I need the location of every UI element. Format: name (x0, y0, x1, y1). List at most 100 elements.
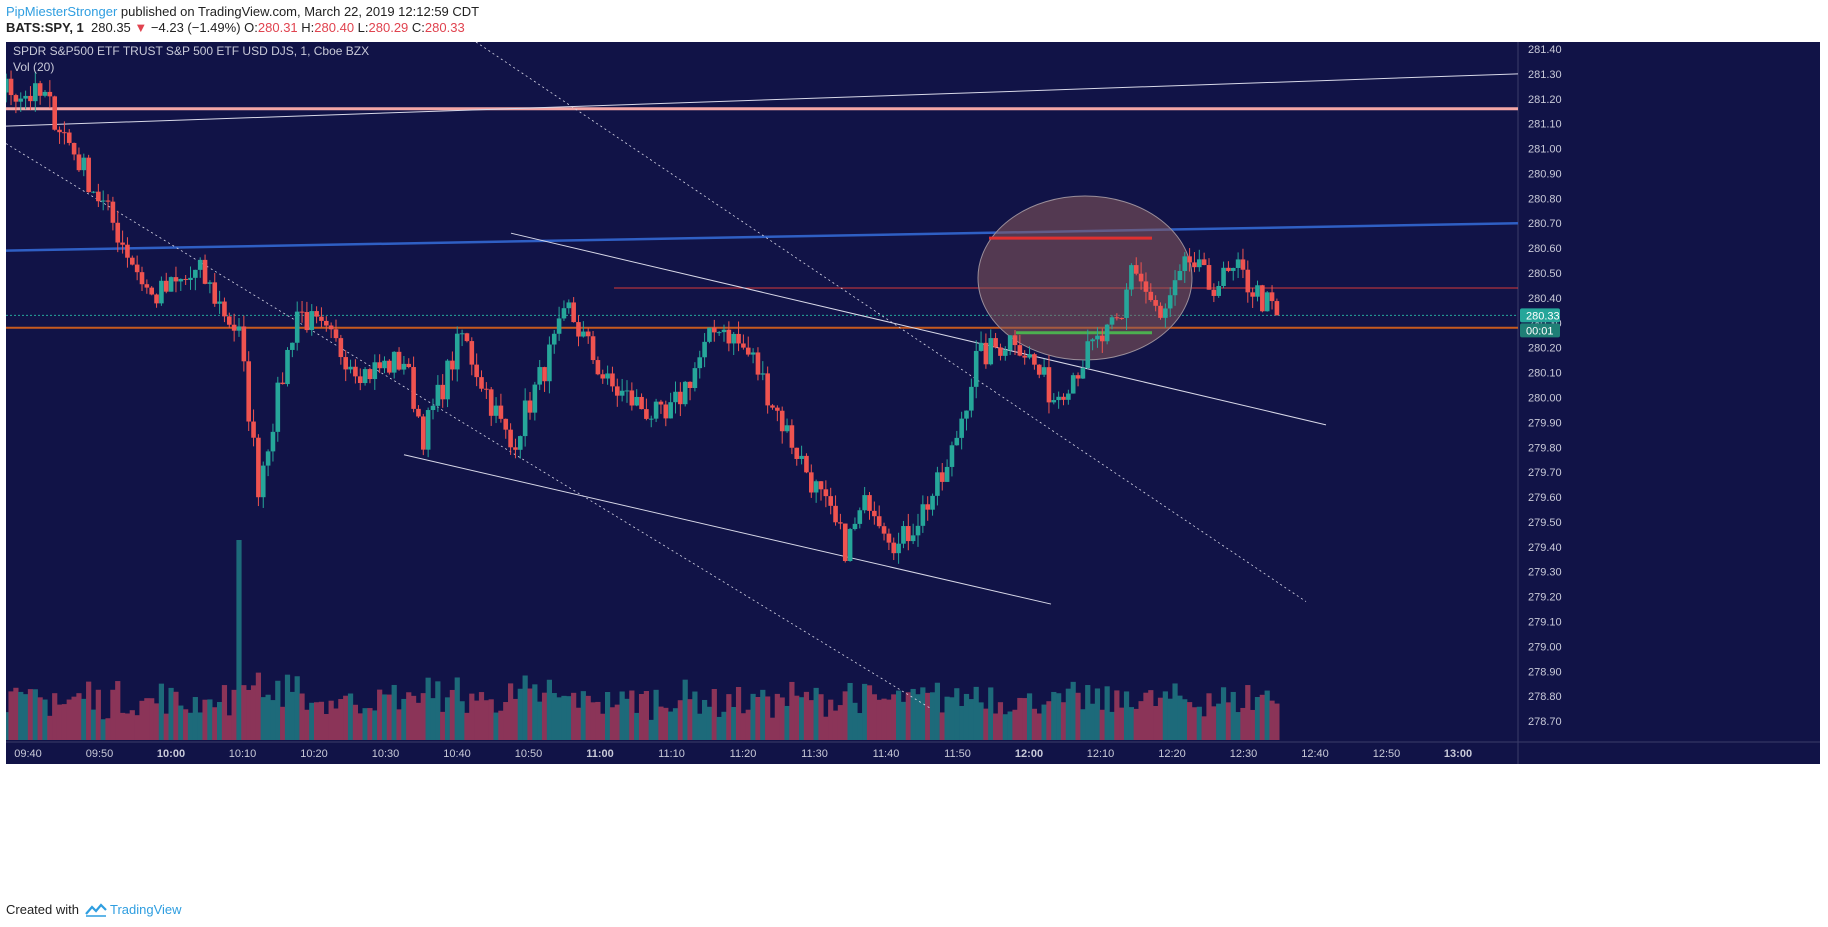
candle-body (28, 95, 33, 102)
volume-bar (1206, 693, 1212, 740)
volume-bar (1094, 688, 1101, 740)
time-tick-label: 13:00 (1444, 748, 1472, 760)
volume-bar (255, 672, 261, 740)
candle-body (1192, 262, 1197, 268)
volume-bar (318, 701, 325, 740)
volume-bar (789, 681, 795, 740)
candle-body (1075, 375, 1081, 379)
price-tick-label: 279.10 (1528, 616, 1562, 628)
volume-bar (823, 716, 829, 740)
volume-bar (580, 691, 586, 740)
volume-bar (658, 706, 664, 740)
candle-body (52, 96, 57, 130)
series-legend[interactable]: SPDR S&P500 ETF TRUST S&P 500 ETF USD DJ… (13, 44, 369, 58)
candle-body (658, 401, 664, 405)
candle-body (1269, 292, 1275, 302)
low-label: L: (357, 20, 369, 35)
volume-bar (755, 697, 761, 740)
chart-area[interactable]: 281.40 281.30 281.20 281.10 281.00 280.90 280.… (3, 41, 1820, 890)
volume-bar (541, 692, 548, 740)
volume-legend[interactable]: Vol (20) (13, 60, 54, 74)
volume-bar (1104, 686, 1110, 740)
candle-body (1022, 355, 1027, 358)
volume-bar (716, 716, 722, 740)
volume-bar (512, 698, 519, 740)
candle-body (779, 410, 785, 432)
candle-body (915, 525, 921, 536)
candle-body (542, 367, 547, 382)
price-tick-label: 280.40 (1528, 293, 1562, 305)
volume-bar (260, 697, 266, 740)
candle-body (362, 369, 368, 384)
candle-body (1109, 317, 1115, 325)
author-link[interactable]: PipMiesterStronger (6, 4, 118, 19)
time-axis[interactable]: 09:40 09:50 10:00 10:10 10:20 10:30 10:40 10:50… (14, 748, 1472, 760)
candle-body (804, 455, 809, 473)
volume-bar (1216, 703, 1222, 740)
low-value: 280.29 (368, 20, 409, 35)
candle-body (125, 244, 130, 258)
price-axis[interactable]: 281.40 281.30 281.20 281.10 281.00 280.90 280.… (1520, 44, 1562, 728)
volume-bar (86, 681, 92, 740)
candle-body (741, 343, 746, 348)
volume-bar (71, 696, 77, 740)
volume-bar (381, 694, 388, 740)
volume-bar (270, 700, 276, 740)
volume-bar (1075, 692, 1081, 740)
volume-bar (289, 691, 295, 740)
volume-bar (595, 701, 601, 740)
price-chart[interactable]: 281.40 281.30 281.20 281.10 281.00 280.90 280.… (3, 41, 1820, 890)
falling-trendline[interactable] (510, 232, 1327, 426)
candle-body (532, 384, 538, 413)
candle-body (901, 526, 906, 544)
volume-bar (571, 692, 577, 740)
volume-bar (702, 699, 708, 740)
candle-body (110, 201, 116, 223)
candle-body (212, 282, 218, 304)
volume-bar (149, 698, 155, 740)
volume-bar (124, 713, 131, 740)
volume-bar (401, 698, 407, 740)
candle-body (1250, 292, 1255, 297)
tradingview-link[interactable]: TradingView (110, 902, 182, 917)
volume-bar (1002, 714, 1008, 740)
volume-bar (304, 709, 310, 740)
candle-body (1264, 292, 1270, 312)
volume-bar (1245, 685, 1251, 740)
volume-bar (56, 704, 63, 740)
candle-body (595, 360, 601, 375)
volume-bar (915, 694, 921, 740)
lower-trendline[interactable] (403, 454, 1052, 605)
candle-body (1095, 335, 1100, 340)
candle-body (547, 344, 552, 382)
volume-bar (643, 690, 649, 740)
volume-bar (352, 704, 358, 740)
candle-body (959, 418, 964, 438)
price-tick-label: 279.90 (1528, 417, 1562, 429)
volume-bar (900, 701, 907, 740)
volume-bar (876, 699, 882, 740)
candle-body (222, 301, 227, 317)
candle-body (886, 533, 892, 543)
blue-channel-line[interactable] (5, 221, 1519, 252)
candle-body (682, 381, 688, 405)
candle-body (1046, 367, 1052, 403)
tradingview-logo-icon (84, 903, 107, 920)
candle-body (464, 333, 470, 342)
price-tick-label: 278.80 (1528, 691, 1562, 703)
candle-body (702, 341, 707, 358)
volume-bar (731, 707, 737, 740)
current-price-badge (1520, 308, 1560, 323)
candle-body (852, 523, 858, 530)
dotted-trendline-upper[interactable] (475, 41, 1307, 602)
candle-body (357, 376, 363, 384)
upper-trendline[interactable] (5, 73, 1519, 127)
dotted-trendline-lower[interactable] (5, 143, 932, 709)
volume-bar (546, 679, 552, 740)
candle-body (348, 366, 353, 370)
volume-bar (105, 718, 111, 740)
volume-bar (76, 693, 82, 740)
candle-body (47, 91, 53, 97)
candle-body (1061, 396, 1066, 400)
volume-bar (425, 677, 431, 740)
